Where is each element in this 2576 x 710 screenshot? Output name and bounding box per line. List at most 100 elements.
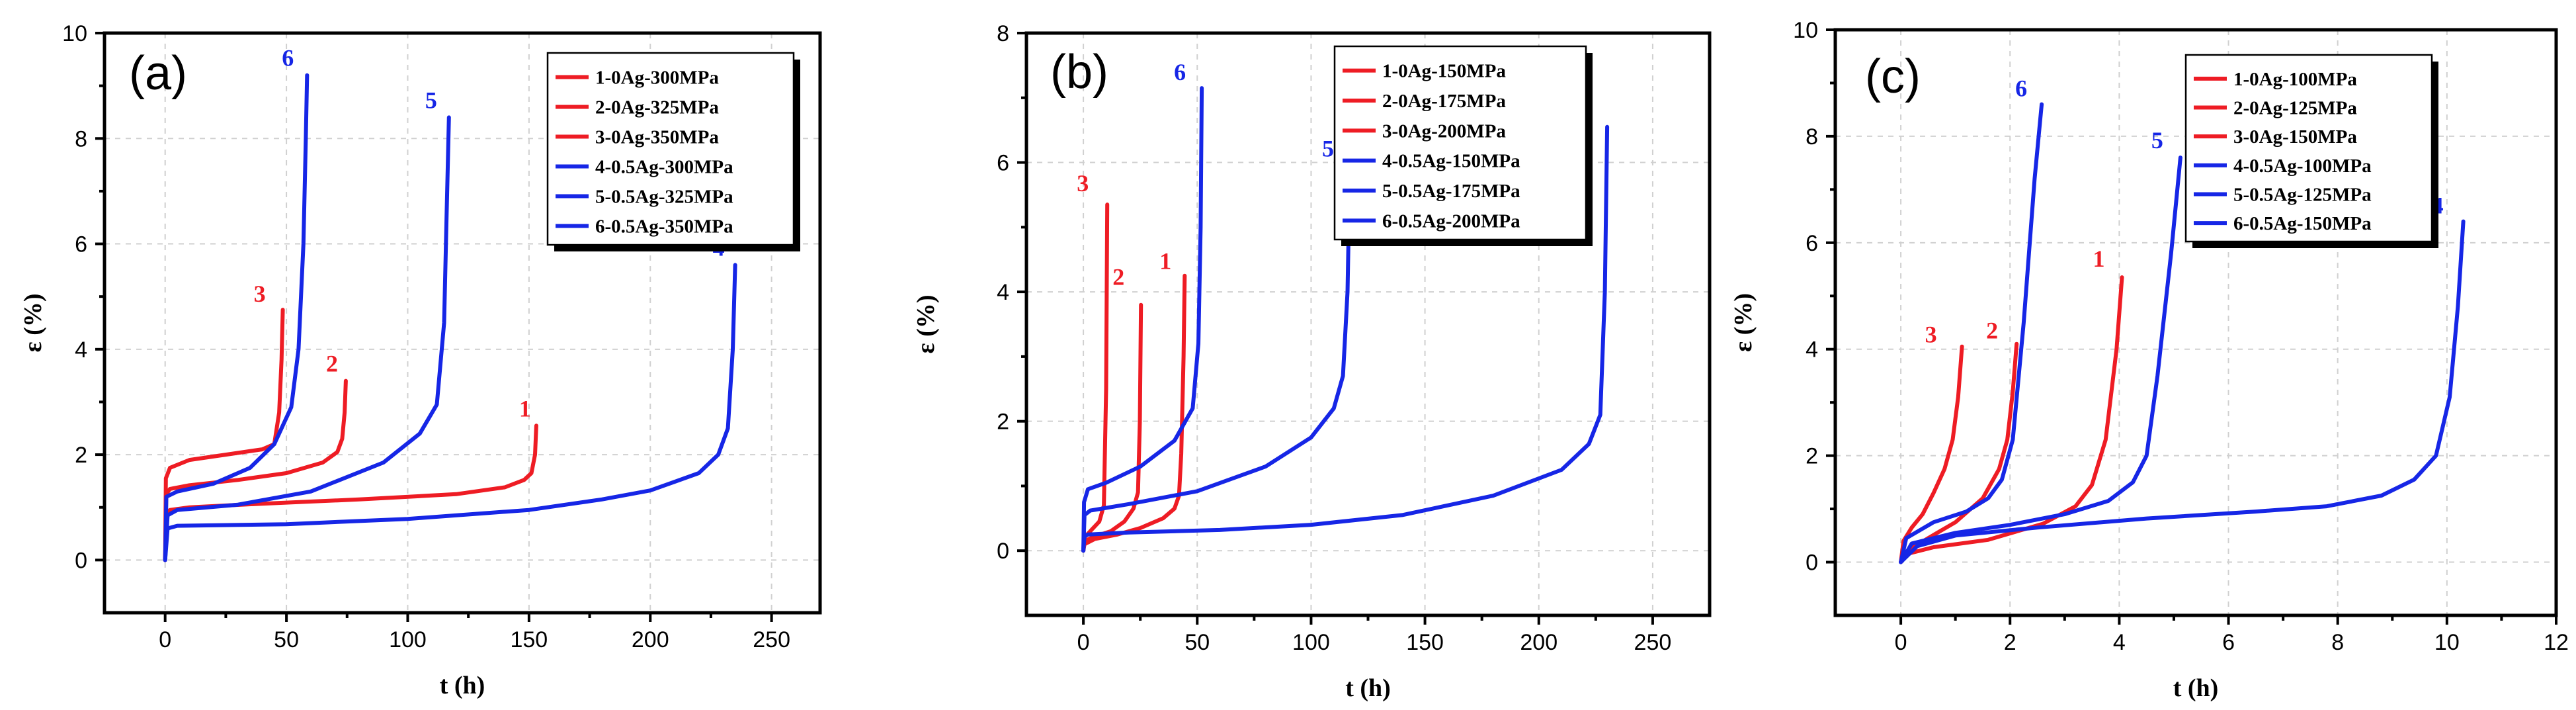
x-tick-label: 250	[753, 627, 790, 652]
series-end-label-1: 1	[1159, 248, 1171, 275]
legend	[546, 52, 795, 246]
series-line-1	[1081, 273, 1187, 553]
x-axis-label: t (h)	[440, 672, 485, 699]
series-line-2	[163, 378, 348, 562]
legend	[1333, 45, 1587, 241]
series-end-label-3: 3	[254, 281, 266, 307]
legend-entry: 3-0Ag-150MPa	[2233, 126, 2357, 148]
x-tick-label: 150	[510, 627, 548, 652]
series-line-4	[163, 263, 737, 562]
y-tick-label: 8	[75, 126, 87, 152]
y-tick-label: 2	[75, 443, 87, 468]
legend-entry: 5-0.5Ag-175MPa	[1382, 181, 1520, 202]
y-tick-label: 6	[75, 232, 87, 257]
series-end-label-2: 2	[326, 351, 338, 377]
x-tick-label: 150	[1406, 630, 1444, 655]
legend-entry: 1-0Ag-150MPa	[1382, 61, 1506, 82]
y-tick-label: 4	[75, 337, 87, 363]
y-tick-label: 4	[1806, 337, 1818, 363]
series-end-label-6: 6	[282, 45, 294, 71]
legend-entry: 5-0.5Ag-325MPa	[595, 187, 733, 208]
series-line-1	[163, 423, 538, 562]
series-end-label-5: 5	[2151, 127, 2163, 154]
y-axis-label: ε (%)	[912, 294, 940, 353]
x-tick-label: 10	[2434, 630, 2460, 655]
y-tick-label: 6	[1806, 231, 1818, 256]
x-tick-label: 50	[1184, 630, 1210, 655]
series-line-3	[163, 308, 285, 562]
legend-entry: 5-0.5Ag-125MPa	[2233, 185, 2372, 206]
plot-frame	[103, 31, 822, 615]
series-line-5	[163, 115, 451, 562]
legend	[2184, 54, 2433, 243]
x-tick-label: 200	[1520, 630, 1558, 655]
series-end-label-3: 3	[1077, 170, 1089, 197]
series-end-label-1: 1	[519, 395, 531, 422]
x-tick-label: 100	[1292, 630, 1330, 655]
y-tick-label: 0	[75, 548, 87, 573]
x-tick-label: 0	[1895, 630, 1907, 655]
x-tick-label: 0	[159, 627, 171, 652]
legend-entry: 4-0.5Ag-300MPa	[595, 157, 733, 178]
x-tick-label: 200	[632, 627, 669, 652]
series-line-5	[1081, 163, 1352, 553]
plot-frame	[1833, 28, 2558, 617]
panel-label: (b)	[1050, 46, 1108, 99]
legend-entry: 1-0Ag-300MPa	[595, 67, 719, 89]
x-tick-label: 8	[2331, 630, 2344, 655]
legend-entry: 6-0.5Ag-350MPa	[595, 216, 733, 238]
series-end-label-5: 5	[425, 87, 437, 113]
y-axis-label: ε (%)	[19, 293, 47, 352]
y-tick-label: 8	[997, 21, 1009, 46]
series-end-label-3: 3	[1925, 322, 1937, 348]
series-line-3	[1899, 344, 1964, 564]
legend-entry: 3-0Ag-200MPa	[1382, 120, 1506, 142]
series-line-6	[1899, 102, 2044, 564]
x-tick-label: 250	[1634, 630, 1672, 655]
x-tick-label: 6	[2222, 630, 2235, 655]
legend-entry: 2-0Ag-325MPa	[595, 97, 719, 118]
x-tick-label: 100	[389, 627, 427, 652]
legend-entry: 6-0.5Ag-200MPa	[1382, 210, 1520, 232]
legend-entry: 4-0.5Ag-150MPa	[1382, 151, 1520, 172]
x-tick-label: 0	[1077, 630, 1090, 655]
y-tick-label: 2	[997, 410, 1009, 435]
legend-entry: 4-0.5Ag-100MPa	[2233, 155, 2372, 177]
y-tick-label: 10	[1793, 18, 1818, 43]
x-tick-label: 2	[2004, 630, 2016, 655]
series-end-label-6: 6	[1174, 59, 1186, 85]
legend-entry: 6-0.5Ag-150MPa	[2233, 213, 2372, 234]
y-tick-label: 10	[62, 21, 87, 46]
y-tick-label: 2	[1806, 444, 1818, 469]
y-tick-label: 0	[997, 539, 1009, 564]
x-tick-label: 50	[274, 627, 299, 652]
legend-entry: 3-0Ag-350MPa	[595, 127, 719, 148]
series-end-label-1: 1	[2093, 245, 2105, 272]
series-line-6	[163, 73, 310, 562]
y-tick-label: 6	[997, 151, 1009, 176]
panel-label: (a)	[129, 47, 187, 100]
y-tick-label: 0	[1806, 551, 1818, 576]
x-axis-label: t (h)	[1345, 674, 1391, 702]
series-end-label-6: 6	[2015, 75, 2027, 102]
panel-label: (c)	[1865, 50, 1921, 103]
legend-entry: 1-0Ag-100MPa	[2233, 69, 2357, 90]
y-axis-label: ε (%)	[1729, 293, 1757, 352]
x-tick-label: 12	[2544, 630, 2569, 655]
legend-entry: 2-0Ag-175MPa	[1382, 91, 1506, 112]
series-end-label-5: 5	[1322, 135, 1334, 161]
series-line-6	[1081, 86, 1204, 553]
x-axis-label: t (h)	[2173, 674, 2219, 702]
series-line-5	[1899, 155, 2182, 564]
x-tick-label: 4	[2113, 630, 2126, 655]
y-tick-label: 8	[1806, 124, 1818, 150]
series-line-4	[1081, 124, 1610, 553]
y-tick-label: 4	[997, 280, 1009, 305]
series-line-4	[1899, 219, 2466, 564]
series-line-2	[1081, 302, 1143, 553]
legend-entry: 2-0Ag-125MPa	[2233, 98, 2357, 119]
